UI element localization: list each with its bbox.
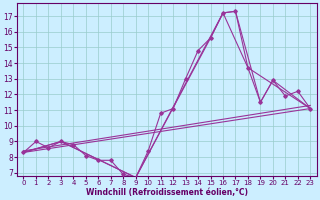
X-axis label: Windchill (Refroidissement éolien,°C): Windchill (Refroidissement éolien,°C) [86, 188, 248, 197]
